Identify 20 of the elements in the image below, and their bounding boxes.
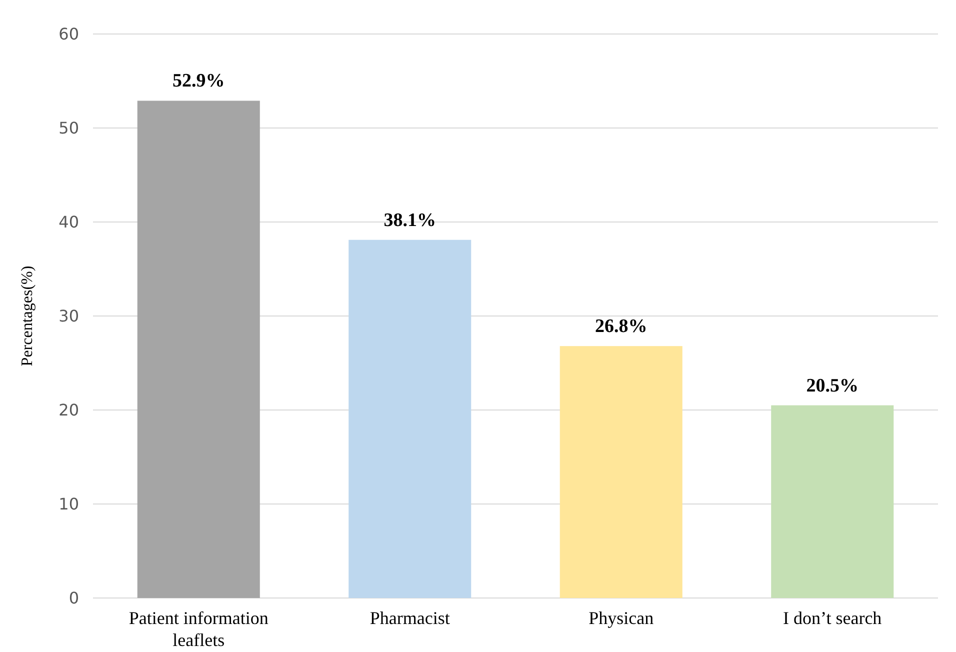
y-tick-label: 50 [58,118,79,138]
x-tick-label: Pharmacist [370,608,450,628]
y-tick-label: 60 [58,24,79,44]
y-tick-label: 40 [58,212,79,232]
data-label: 20.5% [806,375,858,396]
bar [771,405,894,598]
bar [137,100,260,598]
bar [560,346,682,598]
x-tick-label: Patient information leaflets [128,608,268,650]
x-tick-label: Physican [588,608,654,628]
y-tick-label: 30 [58,306,79,326]
data-label: 26.8% [595,316,648,338]
y-tick-label: 10 [58,494,79,514]
y-axis-title: Percentages(%) [19,266,36,366]
data-label: 38.1% [384,210,436,231]
data-label: 52.9% [172,70,225,92]
y-tick-label: 20 [58,400,79,420]
y-tick-label: 0 [68,588,79,608]
x-tick-label: I don’t search [783,608,882,628]
bar [348,240,472,598]
